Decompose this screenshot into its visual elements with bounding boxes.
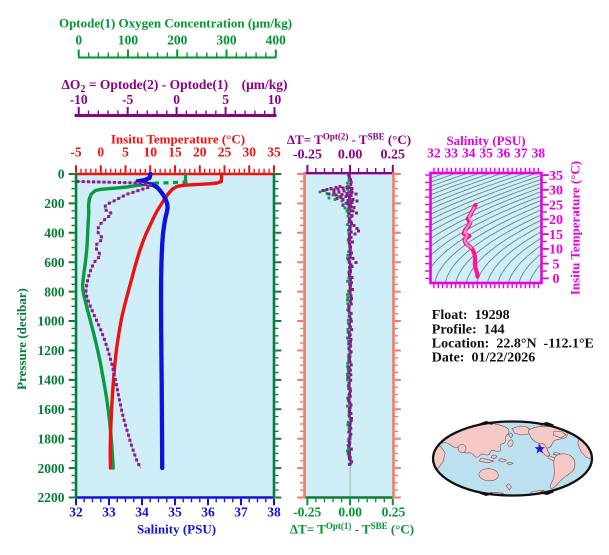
svg-text:Float: 19298: Float: 19298: [432, 308, 510, 323]
svg-text:37: 37: [514, 146, 528, 161]
svg-text:Optode(1) Oxygen Concentration: Optode(1) Oxygen Concentration (μm/kg): [59, 16, 292, 31]
svg-text:600: 600: [44, 255, 65, 270]
svg-text:0.00: 0.00: [338, 505, 362, 520]
svg-text:ΔT= TOpt(2) - TSBE (°C): ΔT= TOpt(2) - TSBE (°C): [287, 132, 411, 148]
svg-text:20: 20: [549, 213, 563, 228]
svg-text:0: 0: [75, 32, 82, 47]
svg-text:800: 800: [44, 284, 65, 299]
svg-text:35: 35: [267, 145, 281, 160]
svg-text:34: 34: [135, 505, 149, 520]
svg-text:35: 35: [479, 146, 493, 161]
svg-text:2000: 2000: [38, 461, 65, 476]
svg-text:0.25: 0.25: [382, 505, 406, 520]
svg-text:1200: 1200: [38, 343, 65, 358]
svg-text:32: 32: [427, 146, 441, 161]
svg-text:-0.25: -0.25: [293, 148, 322, 163]
svg-text:Profile: 144: Profile: 144: [432, 323, 505, 338]
svg-text:38: 38: [267, 505, 281, 520]
svg-text:33: 33: [102, 505, 116, 520]
svg-text:33: 33: [445, 146, 459, 161]
svg-text:36: 36: [201, 505, 215, 520]
svg-text:400: 400: [266, 32, 287, 47]
svg-text:1600: 1600: [38, 402, 65, 417]
svg-text:Pressure (decibar): Pressure (decibar): [14, 288, 29, 390]
svg-text:0: 0: [97, 145, 104, 160]
svg-text:30: 30: [242, 145, 256, 160]
svg-text:100: 100: [118, 32, 139, 47]
svg-text:200: 200: [44, 196, 65, 211]
svg-text:Date: 01/22/2026: Date: 01/22/2026: [432, 351, 535, 366]
svg-text:32: 32: [69, 505, 83, 520]
svg-text:30: 30: [549, 184, 563, 199]
svg-text:-0.25: -0.25: [293, 505, 321, 520]
svg-text:0.00: 0.00: [338, 148, 363, 163]
svg-text:1800: 1800: [38, 431, 65, 446]
svg-text:5: 5: [122, 145, 129, 160]
svg-text:-5: -5: [122, 92, 133, 107]
svg-text:Salinity (PSU): Salinity (PSU): [137, 522, 216, 537]
svg-text:-10: -10: [70, 92, 88, 107]
svg-text:15: 15: [549, 228, 563, 243]
svg-text:35: 35: [168, 505, 182, 520]
svg-text:0: 0: [553, 272, 560, 287]
svg-text:Insitu Temperature (°C): Insitu Temperature (°C): [568, 161, 583, 295]
svg-text:15: 15: [168, 145, 182, 160]
svg-text:Salinity (PSU): Salinity (PSU): [446, 133, 525, 148]
svg-text:10: 10: [268, 92, 282, 107]
svg-text:0.25: 0.25: [381, 148, 406, 163]
svg-text:1400: 1400: [38, 373, 65, 388]
svg-text:25: 25: [218, 145, 232, 160]
svg-text:ΔT= TOpt(1) - TSBE (°C): ΔT= TOpt(1) - TSBE (°C): [290, 521, 414, 537]
svg-text:25: 25: [549, 198, 563, 213]
svg-text:400: 400: [44, 226, 65, 241]
svg-text:5: 5: [553, 257, 560, 272]
svg-text:10: 10: [549, 243, 563, 258]
svg-text:36: 36: [497, 146, 511, 161]
svg-text:0: 0: [173, 92, 180, 107]
svg-text:34: 34: [462, 146, 476, 161]
svg-text:Location: 22.8°N -112.1°E: Location: 22.8°N -112.1°E: [432, 337, 594, 352]
svg-text:10: 10: [143, 145, 157, 160]
svg-text:5: 5: [222, 92, 229, 107]
svg-text:200: 200: [167, 32, 188, 47]
svg-text:35: 35: [549, 169, 563, 184]
svg-text:-5: -5: [70, 145, 81, 160]
svg-text:2200: 2200: [38, 490, 65, 505]
svg-text:ΔO2 = Optode(2) - Optode(1): ΔO2 = Optode(2) - Optode(1) (μm/kg): [61, 77, 287, 95]
svg-text:Insitu Temperature (°C): Insitu Temperature (°C): [111, 132, 245, 147]
svg-text:1000: 1000: [38, 314, 65, 329]
svg-text:37: 37: [234, 505, 248, 520]
svg-text:300: 300: [216, 32, 237, 47]
svg-text:38: 38: [532, 146, 546, 161]
svg-text:0: 0: [58, 167, 65, 182]
svg-text:20: 20: [193, 145, 207, 160]
